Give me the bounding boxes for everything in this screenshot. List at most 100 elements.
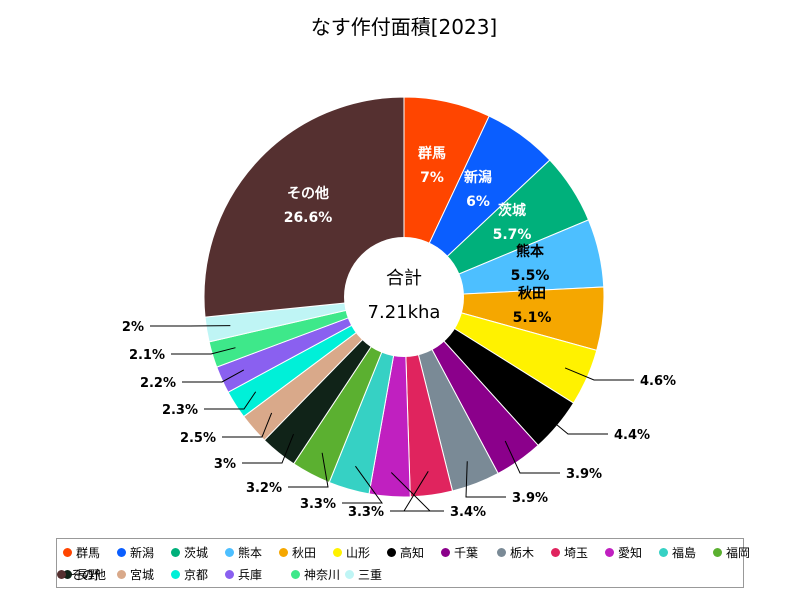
- slice-name-label: 新潟: [464, 169, 492, 186]
- leader-line: [171, 347, 236, 355]
- legend-label: 新潟: [130, 545, 155, 560]
- legend-item-福岡: 福岡: [713, 544, 750, 560]
- legend-label: 栃木: [510, 545, 535, 560]
- legend-label: 埼玉: [564, 545, 589, 560]
- legend-marker-icon: [63, 547, 72, 557]
- leader-line: [504, 440, 560, 474]
- leader-line: [288, 452, 329, 488]
- slice-value-label: 5.1%: [513, 310, 552, 326]
- legend-item-愛知: 愛知: [605, 544, 642, 560]
- slice-value-label: 3.9%: [566, 467, 602, 482]
- slice-value-label: 3.3%: [348, 505, 384, 520]
- chart-title: なす作付面積[2023]: [311, 15, 498, 39]
- slice-value-label: 2.2%: [140, 376, 176, 391]
- legend-label: 兵庫: [238, 567, 263, 582]
- legend-label: 三重: [358, 567, 383, 582]
- slice-value-label: 2%: [122, 320, 144, 335]
- legend-label: その他: [70, 567, 107, 582]
- leader-line: [242, 433, 294, 464]
- legend-item-千葉: 千葉: [441, 544, 478, 560]
- slice-value-label: 5.7%: [493, 227, 532, 243]
- legend-marker-icon: [333, 547, 342, 557]
- legend-label: 神奈川: [304, 567, 341, 582]
- legend-label: 千葉: [454, 545, 479, 560]
- legend-label: 秋田: [292, 545, 317, 560]
- slice-value-label: 3%: [214, 457, 236, 472]
- slice-value-label: 3.9%: [512, 491, 548, 506]
- legend: 群馬 新潟 茨城 熊本 秋田 山形 高知 千葉 栃木 埼玉 愛知 福島 福岡 長野 宮城 京都 兵庫 神奈川 三重 そ…: [56, 538, 750, 588]
- slice-value-label: 4.6%: [640, 374, 676, 389]
- slice-value-label: 5.5%: [511, 268, 550, 284]
- legend-marker-icon: [63, 569, 72, 579]
- center-hole: [344, 237, 464, 357]
- slice-name-label: 秋田: [518, 285, 546, 302]
- legend-marker-icon: [291, 569, 300, 579]
- leader-line: [204, 391, 257, 410]
- slice-value-label: 3.3%: [300, 497, 336, 512]
- legend-label: 宮城: [130, 567, 155, 582]
- slice-value-label: 2.5%: [180, 431, 216, 446]
- leader-lines: [150, 325, 634, 512]
- slice-name-label: 群馬: [417, 145, 446, 162]
- legend-marker-icon: [57, 569, 66, 579]
- legend-marker-icon: [171, 569, 180, 579]
- slice-value-label: 2.1%: [129, 348, 165, 363]
- legend-marker-icon: [117, 547, 126, 557]
- legend-item-宮城: 宮城: [117, 566, 154, 582]
- legend-label: 熊本: [238, 545, 263, 560]
- slice-name-label: その他: [287, 185, 329, 202]
- legend-marker-icon: [551, 547, 560, 557]
- pie-slice-その他: [203, 96, 405, 318]
- legend-item-三重: 三重: [345, 566, 382, 582]
- legend-marker-icon: [225, 547, 234, 557]
- legend-marker-icon: [171, 547, 180, 557]
- legend-item-その他: その他: [57, 566, 106, 582]
- legend-marker-icon: [117, 569, 126, 579]
- legend-marker-icon: [605, 547, 614, 557]
- legend-item-秋田: 秋田: [279, 544, 316, 560]
- slice-labels: 群馬 7% 新潟 6% 茨城 5.7%熊本 5.5%秋田 5.1% 4.6% 4.4% 3.9% 3.…: [122, 145, 676, 520]
- legend-marker-icon: [225, 569, 234, 579]
- center-label-total: 7.21kha: [368, 302, 441, 323]
- leader-line: [538, 409, 608, 435]
- legend-item-栃木: 栃木: [497, 544, 534, 560]
- legend-item-神奈川: 神奈川: [291, 566, 340, 582]
- legend-marker-icon: [497, 547, 506, 557]
- legend-label: 高知: [400, 545, 425, 560]
- legend-label: 京都: [184, 567, 209, 582]
- legend-marker-icon: [345, 569, 354, 579]
- legend-label: 長野: [76, 567, 101, 582]
- slice-value-label: 3.4%: [450, 505, 486, 520]
- slice-name-label: 熊本: [516, 243, 545, 260]
- slice-value-label: 3.2%: [246, 481, 282, 496]
- legend-item-埼玉: 埼玉: [551, 544, 588, 560]
- legend-item-山形: 山形: [333, 544, 370, 560]
- center-label-title: 合計: [386, 268, 422, 289]
- leader-line: [342, 465, 383, 504]
- legend-marker-icon: [387, 547, 396, 557]
- legend-item-兵庫: 兵庫: [225, 566, 262, 582]
- legend-item-熊本: 熊本: [225, 544, 262, 560]
- legend-item-長野: 長野: [63, 566, 100, 582]
- legend-label: 福島: [672, 545, 697, 560]
- slice-value-label: 6%: [466, 194, 490, 210]
- legend-item-福島: 福島: [659, 544, 696, 560]
- legend-marker-icon: [713, 547, 722, 557]
- legend-item-高知: 高知: [387, 544, 424, 560]
- legend-item-群馬: 群馬: [63, 544, 100, 560]
- legend-marker-icon: [279, 547, 288, 557]
- slice-value-label: 2.3%: [162, 403, 198, 418]
- slice-name-label: 茨城: [498, 202, 526, 219]
- leader-line: [222, 412, 273, 438]
- legend-marker-icon: [441, 547, 450, 557]
- legend-item-京都: 京都: [171, 566, 208, 582]
- leader-line: [390, 472, 432, 512]
- slice-value-label: 7%: [420, 170, 444, 186]
- slice-value-label: 4.4%: [614, 428, 650, 443]
- legend-label: 群馬: [76, 545, 101, 560]
- legend-label: 愛知: [618, 545, 643, 560]
- leader-line: [182, 369, 245, 383]
- slice-value-label: 26.6%: [284, 210, 333, 226]
- legend-label: 山形: [346, 545, 371, 560]
